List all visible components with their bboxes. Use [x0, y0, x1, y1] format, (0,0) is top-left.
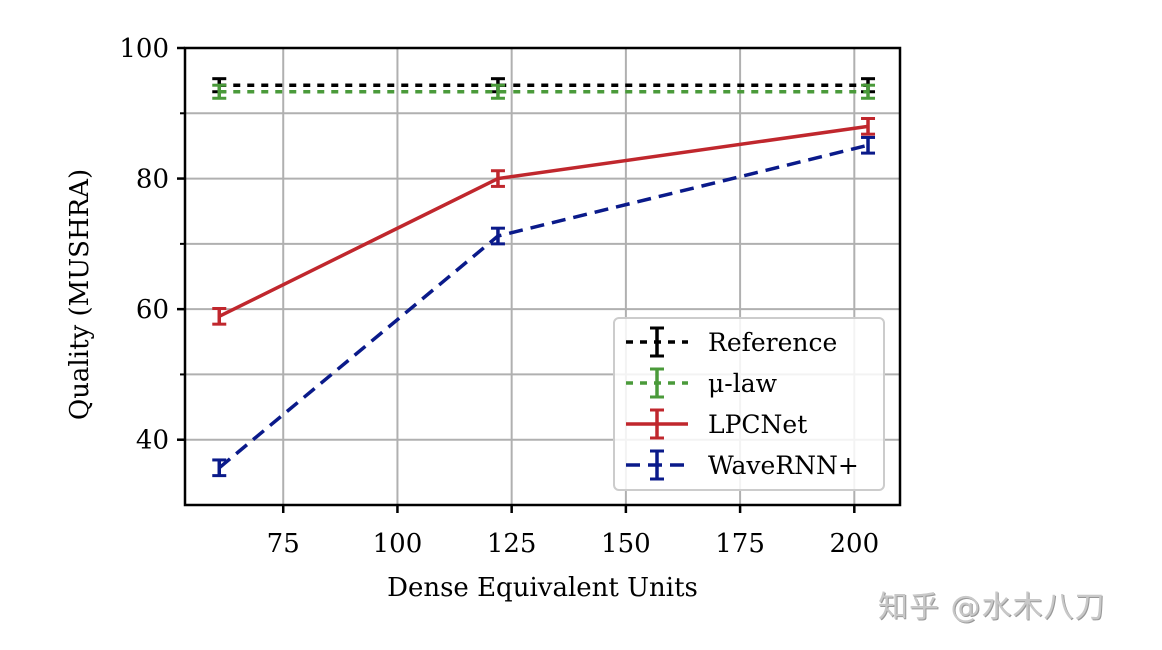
x-tick-label: 150: [601, 529, 651, 559]
y-tick-label: 80: [136, 165, 169, 195]
watermark: 知乎 @水木八刀: [878, 590, 1106, 625]
legend-label: WaveRNN+: [708, 451, 859, 480]
series-line-LPCNet: [218, 124, 869, 318]
x-axis-label: Dense Equivalent Units: [387, 573, 698, 603]
legend-label: LPCNet: [708, 410, 807, 439]
x-tick-label: 200: [829, 529, 879, 559]
y-tick-label: 100: [119, 34, 169, 64]
x-tick-label: 125: [487, 529, 537, 559]
x-tick-label: 100: [373, 529, 423, 559]
legend-box: [613, 317, 885, 491]
y-tick-label: 60: [136, 295, 169, 325]
y-tick-label: 40: [136, 426, 169, 456]
x-tick-label: 175: [715, 529, 765, 559]
axes-frame: [183, 46, 902, 507]
legend-label: Reference: [708, 328, 837, 357]
legend-label: μ-law: [708, 369, 778, 398]
x-tick-label: 75: [267, 529, 300, 559]
y-axis-label: Quality (MUSHRA): [65, 169, 95, 420]
